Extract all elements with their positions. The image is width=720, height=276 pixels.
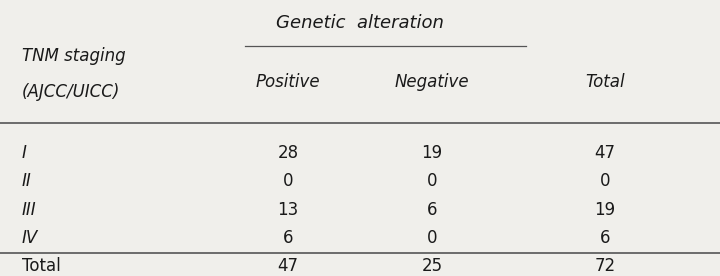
Text: 47: 47 [277,257,299,275]
Text: 47: 47 [594,144,616,162]
Text: 0: 0 [600,172,610,190]
Text: 13: 13 [277,201,299,219]
Text: Total: Total [22,257,60,275]
Text: 0: 0 [427,172,437,190]
Text: TNM staging: TNM staging [22,47,125,65]
Text: Total: Total [585,73,625,91]
Text: (AJCC/UICC): (AJCC/UICC) [22,83,120,101]
Text: 6: 6 [283,229,293,247]
Text: 0: 0 [427,229,437,247]
Text: 28: 28 [277,144,299,162]
Text: IV: IV [22,229,38,247]
Text: II: II [22,172,32,190]
Text: 6: 6 [600,229,610,247]
Text: 6: 6 [427,201,437,219]
Text: 19: 19 [594,201,616,219]
Text: 0: 0 [283,172,293,190]
Text: Genetic  alteration: Genetic alteration [276,14,444,32]
Text: Negative: Negative [395,73,469,91]
Text: 25: 25 [421,257,443,275]
Text: I: I [22,144,27,162]
Text: III: III [22,201,36,219]
Text: Positive: Positive [256,73,320,91]
Text: 72: 72 [594,257,616,275]
Text: 19: 19 [421,144,443,162]
